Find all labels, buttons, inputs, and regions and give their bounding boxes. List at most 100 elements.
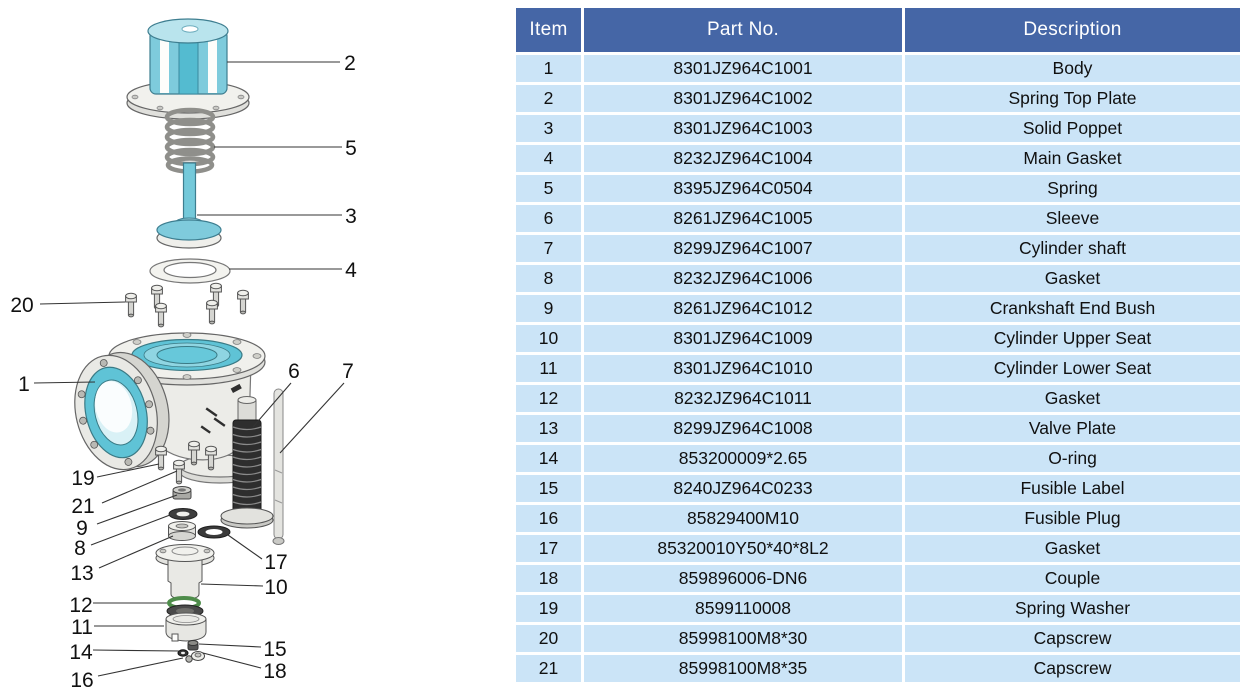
cell-description: Spring Washer [905, 594, 1240, 622]
spring-top-plate-part [126, 18, 250, 120]
thread-line [232, 478, 262, 483]
cell-item: 9 [516, 294, 581, 322]
cell-description: Cylinder shaft [905, 234, 1240, 262]
callout-label: 21 [71, 495, 94, 518]
cell-part-no: 8261JZ964C1005 [584, 204, 902, 232]
callout-label: 12 [69, 594, 92, 617]
callout-label: 4 [345, 259, 357, 282]
cell-item: 8 [516, 264, 581, 292]
leader-line [198, 643, 262, 648]
sleeve-threads [232, 426, 262, 506]
callout-label: 11 [71, 616, 93, 639]
cell-item: 12 [516, 384, 581, 412]
leader-line [98, 535, 174, 569]
leader-line [96, 494, 178, 525]
cell-item: 3 [516, 114, 581, 142]
cell-description: Sleeve [905, 204, 1240, 232]
callout-label: 19 [71, 467, 94, 490]
callout-label: 14 [69, 641, 93, 664]
cell-item: 16 [516, 504, 581, 532]
callout-label: 18 [263, 660, 286, 683]
leader-line [101, 470, 178, 504]
cell-part-no: 8301JZ964C1001 [584, 54, 902, 82]
cell-part-no: 8395JZ964C0504 [584, 174, 902, 202]
callout-label: 10 [264, 576, 287, 599]
cell-item: 7 [516, 234, 581, 262]
cell-description: O-ring [905, 444, 1240, 472]
cell-part-no: 85998100M8*35 [584, 654, 902, 682]
cell-description: Crankshaft End Bush [905, 294, 1240, 322]
thread-line [232, 456, 262, 461]
cell-part-no: 8301JZ964C1003 [584, 114, 902, 142]
callout-label: 3 [345, 205, 357, 228]
cell-description: Gasket [905, 264, 1240, 292]
thread-line [232, 433, 262, 438]
callout-label: 15 [263, 638, 286, 661]
cell-description: Cylinder Upper Seat [905, 324, 1240, 352]
cell-description: Valve Plate [905, 414, 1240, 442]
leader-line [92, 649, 180, 652]
cylinder-shaft-part [272, 388, 285, 545]
cell-description: Gasket [905, 384, 1240, 412]
leader-line [279, 382, 345, 454]
gasket8-part [168, 508, 198, 520]
cell-item: 11 [516, 354, 581, 382]
cell-part-no: 853200009*2.65 [584, 444, 902, 472]
thread-line [232, 501, 262, 506]
lower-seat-part [165, 612, 207, 642]
cell-part-no: 8240JZ964C0233 [584, 474, 902, 502]
cell-description: Fusible Plug [905, 504, 1240, 532]
thread-line [232, 441, 262, 446]
column-header-description: Description [905, 8, 1240, 52]
leader-line [97, 657, 184, 677]
callout-label: 9 [76, 517, 88, 540]
cell-part-no: 8261JZ964C1012 [584, 294, 902, 322]
cell-item: 17 [516, 534, 581, 562]
cell-item: 1 [516, 54, 581, 82]
thread-line [232, 448, 262, 453]
thread-line [232, 426, 262, 431]
cell-part-no: 8301JZ964C1009 [584, 324, 902, 352]
callout-label: 20 [10, 294, 33, 317]
cell-item: 15 [516, 474, 581, 502]
cell-item: 6 [516, 204, 581, 232]
callout-label: 2 [344, 52, 356, 75]
cell-part-no: 8232JZ964C1006 [584, 264, 902, 292]
callout-label: 13 [70, 562, 93, 585]
thread-line [232, 493, 262, 498]
cell-part-no: 8299JZ964C1008 [584, 414, 902, 442]
cell-description: Main Gasket [905, 144, 1240, 172]
cell-item: 19 [516, 594, 581, 622]
cell-part-no: 8299JZ964C1007 [584, 234, 902, 262]
callout-label: 16 [70, 669, 93, 692]
cell-item: 20 [516, 624, 581, 652]
cell-item: 21 [516, 654, 581, 682]
cell-item: 2 [516, 84, 581, 112]
end-bush-part [172, 486, 192, 500]
cell-part-no: 8232JZ964C1011 [584, 384, 902, 412]
upper-seat-part [155, 544, 215, 600]
main-gasket-part [149, 258, 231, 284]
leader-line [33, 381, 96, 384]
solid-poppet-part [156, 162, 222, 249]
cell-description: Spring Top Plate [905, 84, 1240, 112]
cell-part-no: 85320010Y50*40*8L2 [584, 534, 902, 562]
cell-description: Cylinder Lower Seat [905, 354, 1240, 382]
cell-part-no: 85998100M8*30 [584, 624, 902, 652]
cell-part-no: 8301JZ964C1010 [584, 354, 902, 382]
cell-description: Solid Poppet [905, 114, 1240, 142]
leader-line [96, 463, 160, 478]
cell-item: 13 [516, 414, 581, 442]
spring-part [164, 107, 216, 174]
cell-description: Body [905, 54, 1240, 82]
capscrews-top-part [125, 282, 249, 328]
cell-part-no: 8599110008 [584, 594, 902, 622]
gasket17-part [197, 525, 231, 539]
callout-label: 17 [264, 551, 287, 574]
callout-label: 7 [342, 360, 354, 383]
valve-plate-part [168, 521, 196, 541]
column-header-item: Item [516, 8, 581, 52]
cell-description: Capscrew [905, 624, 1240, 652]
